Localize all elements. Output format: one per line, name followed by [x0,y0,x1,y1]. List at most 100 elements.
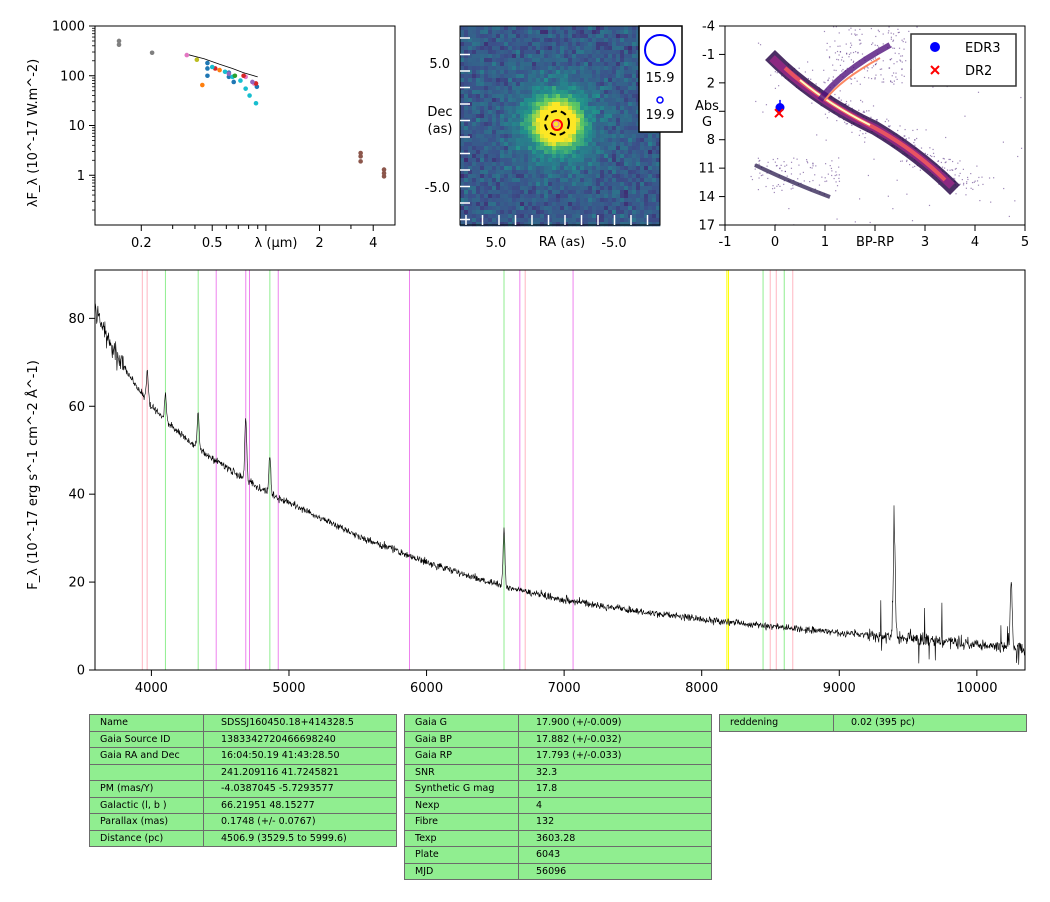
cutout-pixel [520,82,525,87]
cutout-pixel [580,42,585,47]
sed-point [253,81,259,86]
cutout-pixel [504,150,509,155]
cutout-pixel [620,130,625,135]
cutout-pixel [592,210,597,215]
cutout-pixel [548,134,553,139]
cutout-pixel [504,186,509,191]
cutout-pixel [584,70,589,75]
table-cell-value: 16:04:50.19 41:43:28.50 [203,747,397,765]
cutout-pixel [464,154,469,159]
cutout-pixel [544,38,549,43]
cutout-pixel [632,190,637,195]
cutout-pixel [576,26,581,31]
hr-star [757,188,760,191]
hr-star [901,61,903,63]
hr-star [845,103,847,105]
cutout-pixel [488,114,493,119]
cutout-pixel [552,26,557,31]
cutout-pixel [460,174,465,179]
cutout-pixel [572,166,577,171]
cutout-pixel [520,130,525,135]
cutout-pixel [500,186,505,191]
hr-star [838,96,840,99]
cutout-pixel [560,218,565,223]
cutout-pixel [528,106,533,111]
hr-star [828,56,831,58]
cutout-pixel [560,70,565,75]
cutout-pixel [512,34,517,39]
table-row: Gaia RA and Dec 16:04:50.19 41:43:28.50 [89,747,397,765]
cutout-pixel [632,150,637,155]
cutout-pixel [520,170,525,175]
cutout-pixel [628,202,633,207]
cutout-pixel [492,58,497,63]
hr-star [966,181,968,183]
cutout-pixel [580,46,585,51]
cutout-pixel [632,38,637,43]
cutout-pixel [532,122,537,127]
cutout-pixel [496,178,501,183]
cutout-pixel [604,30,609,35]
cutout-pixel [552,186,557,191]
cutout-pixel [496,174,501,179]
cutout-pixel [624,134,629,139]
cutout-pixel [512,142,517,147]
cutout-pixel [472,66,477,71]
cutout-pixel [568,206,573,211]
cutout-pixel [536,198,541,203]
cutout-pixel [572,102,577,107]
cutout-pixel [604,134,609,139]
cutout-pixel [528,70,533,75]
cutout-pixel [580,126,585,131]
cutout-pixel [504,46,509,51]
cutout-pixel [552,42,557,47]
hr-star [891,81,893,83]
cutout-pixel [656,202,661,207]
cutout-pixel [540,174,545,179]
cutout-pixel [508,66,513,71]
cutout-pixel [532,194,537,199]
cutout-pixel [496,42,501,47]
cutout-pixel [572,222,577,227]
cutout-pixel [588,142,593,147]
spectrum-ytick-label: 0 [77,664,85,679]
cutout-pixel [624,218,629,223]
cutout-pixel [640,138,645,143]
cutout-pixel [460,34,465,39]
hr-star [849,78,851,80]
hr-star [875,62,877,65]
cutout-pixel [488,134,493,139]
cutout-pixel [548,186,553,191]
cutout-pixel [560,42,565,47]
cutout-pixel [492,214,497,219]
cutout-pixel [620,70,625,75]
cutout-pixel [476,90,481,95]
hr-star [826,117,829,119]
cutout-pixel [504,118,509,123]
cutout-pixel [560,134,565,139]
table-row: Distance (pc) 4506.9 (3529.5 to 5999.6) [89,829,397,847]
cutout-pixel [552,50,557,55]
cutout-pixel [492,174,497,179]
cutout-pixel [552,178,557,183]
cutout-pixel [588,154,593,159]
cutout-pixel [612,74,617,79]
hr-star [867,174,870,177]
cutout-pixel [620,94,625,99]
cutout-pixel [504,130,509,135]
cutout-pixel [576,58,581,63]
cutout-pixel [576,166,581,171]
cutout-pixel [532,210,537,215]
cutout-pixel [532,70,537,75]
hr-star [875,35,877,38]
cutout-pixel [520,30,525,35]
cutout-pixel [564,194,569,199]
cutout-pixel [504,162,509,167]
table-row: reddening 0.02 (395 pc) [719,714,1027,732]
cutout-pixel [580,78,585,83]
cutout-pixel [472,114,477,119]
cutout-pixel [540,122,545,127]
cutout-pixel [584,74,589,79]
